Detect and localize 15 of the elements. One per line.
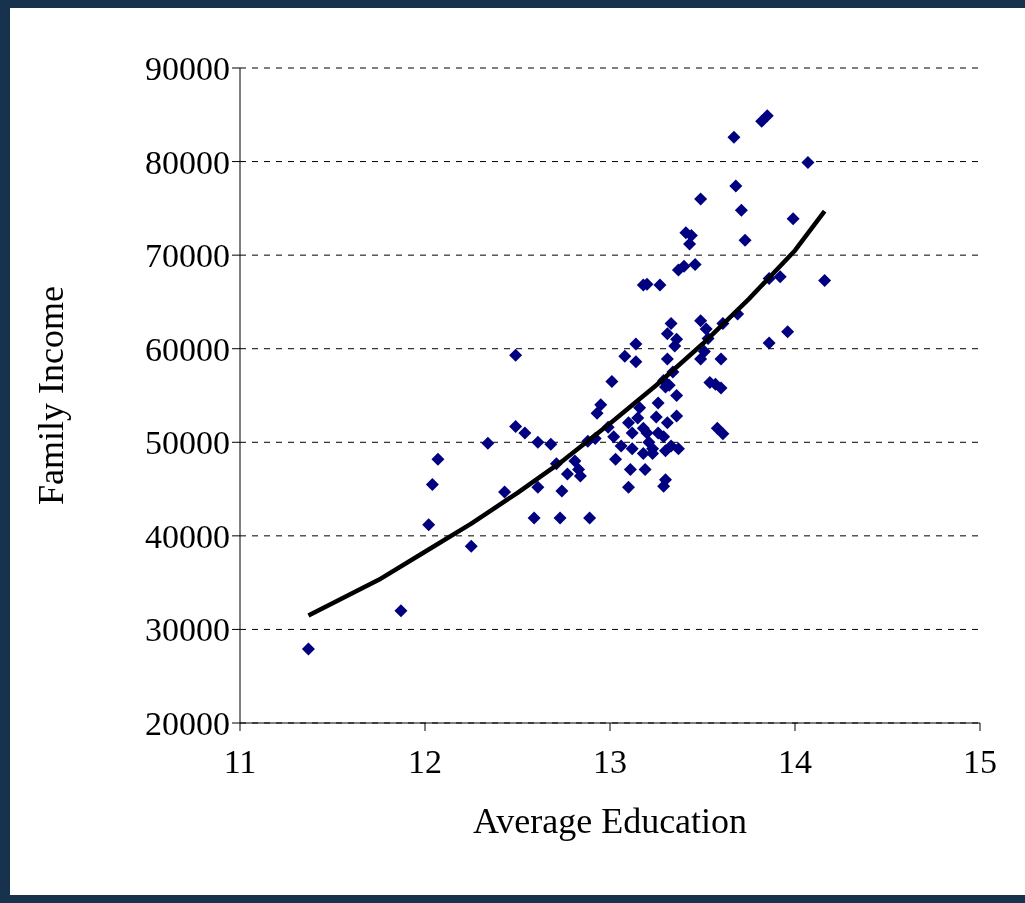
y-tick-label: 70000 — [145, 237, 230, 275]
y-tick-label: 80000 — [145, 143, 230, 181]
y-tick-label: 90000 — [145, 50, 230, 88]
x-tick-label: 12 — [408, 743, 442, 781]
y-axis-title: Family Income — [30, 286, 71, 505]
x-tick-label: 14 — [778, 743, 812, 781]
y-tick-label: 60000 — [145, 330, 230, 368]
y-tick-label: 30000 — [145, 611, 230, 649]
y-tick-label: 50000 — [145, 424, 230, 462]
x-tick-label: 13 — [593, 743, 627, 781]
x-axis-title: Average Education — [472, 801, 748, 841]
y-tick-label: 40000 — [145, 517, 230, 555]
x-tick-label: 11 — [223, 743, 257, 781]
x-tick-label: 15 — [963, 743, 997, 781]
y-tick-label: 20000 — [145, 705, 230, 743]
